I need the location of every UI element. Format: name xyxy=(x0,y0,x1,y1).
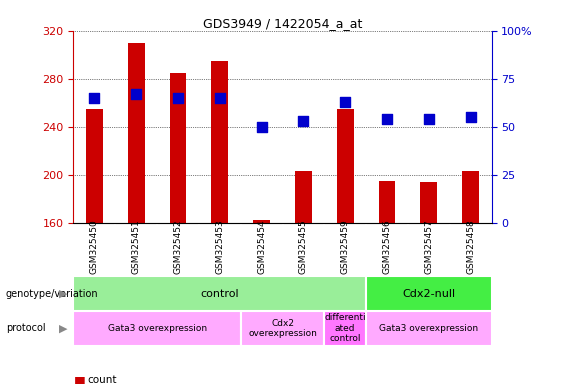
Point xyxy=(132,91,141,97)
Text: GSM325459: GSM325459 xyxy=(341,219,350,274)
Bar xyxy=(128,43,145,223)
Bar xyxy=(337,109,354,223)
Text: GSM325453: GSM325453 xyxy=(215,219,224,274)
Title: GDS3949 / 1422054_a_at: GDS3949 / 1422054_a_at xyxy=(203,17,362,30)
Point xyxy=(173,95,182,101)
FancyBboxPatch shape xyxy=(73,276,366,311)
Point xyxy=(215,95,224,101)
Text: differenti
ated
control: differenti ated control xyxy=(324,313,366,343)
FancyBboxPatch shape xyxy=(366,276,492,311)
Bar xyxy=(253,220,270,223)
FancyBboxPatch shape xyxy=(241,311,324,346)
Text: GSM325452: GSM325452 xyxy=(173,219,182,274)
Point xyxy=(341,99,350,105)
Text: genotype/variation: genotype/variation xyxy=(6,289,98,299)
Text: Cdx2
overexpression: Cdx2 overexpression xyxy=(248,319,317,338)
Bar xyxy=(295,171,312,223)
Text: GSM325450: GSM325450 xyxy=(90,219,99,274)
Point xyxy=(299,118,308,124)
Text: count: count xyxy=(88,375,117,384)
Bar xyxy=(462,171,479,223)
Bar xyxy=(211,61,228,223)
Text: Gata3 overexpression: Gata3 overexpression xyxy=(107,324,207,333)
Point xyxy=(424,116,433,122)
Point xyxy=(90,95,99,101)
Text: GSM325455: GSM325455 xyxy=(299,219,308,274)
Bar xyxy=(420,182,437,223)
Text: protocol: protocol xyxy=(6,323,45,333)
Bar xyxy=(170,73,186,223)
Text: GSM325451: GSM325451 xyxy=(132,219,141,274)
Text: ▶: ▶ xyxy=(59,323,68,333)
Text: Gata3 overexpression: Gata3 overexpression xyxy=(379,324,479,333)
Text: GSM325456: GSM325456 xyxy=(383,219,392,274)
Text: GSM325457: GSM325457 xyxy=(424,219,433,274)
Point xyxy=(257,124,266,130)
Text: ■: ■ xyxy=(73,374,85,384)
Text: Cdx2-null: Cdx2-null xyxy=(402,289,455,299)
Text: control: control xyxy=(201,289,239,299)
Point xyxy=(383,116,392,122)
Bar xyxy=(86,109,103,223)
FancyBboxPatch shape xyxy=(366,311,492,346)
Text: GSM325458: GSM325458 xyxy=(466,219,475,274)
Point xyxy=(466,114,475,120)
FancyBboxPatch shape xyxy=(73,311,241,346)
Text: GSM325454: GSM325454 xyxy=(257,219,266,274)
Text: ▶: ▶ xyxy=(59,289,68,299)
Bar xyxy=(379,181,395,223)
FancyBboxPatch shape xyxy=(324,311,366,346)
